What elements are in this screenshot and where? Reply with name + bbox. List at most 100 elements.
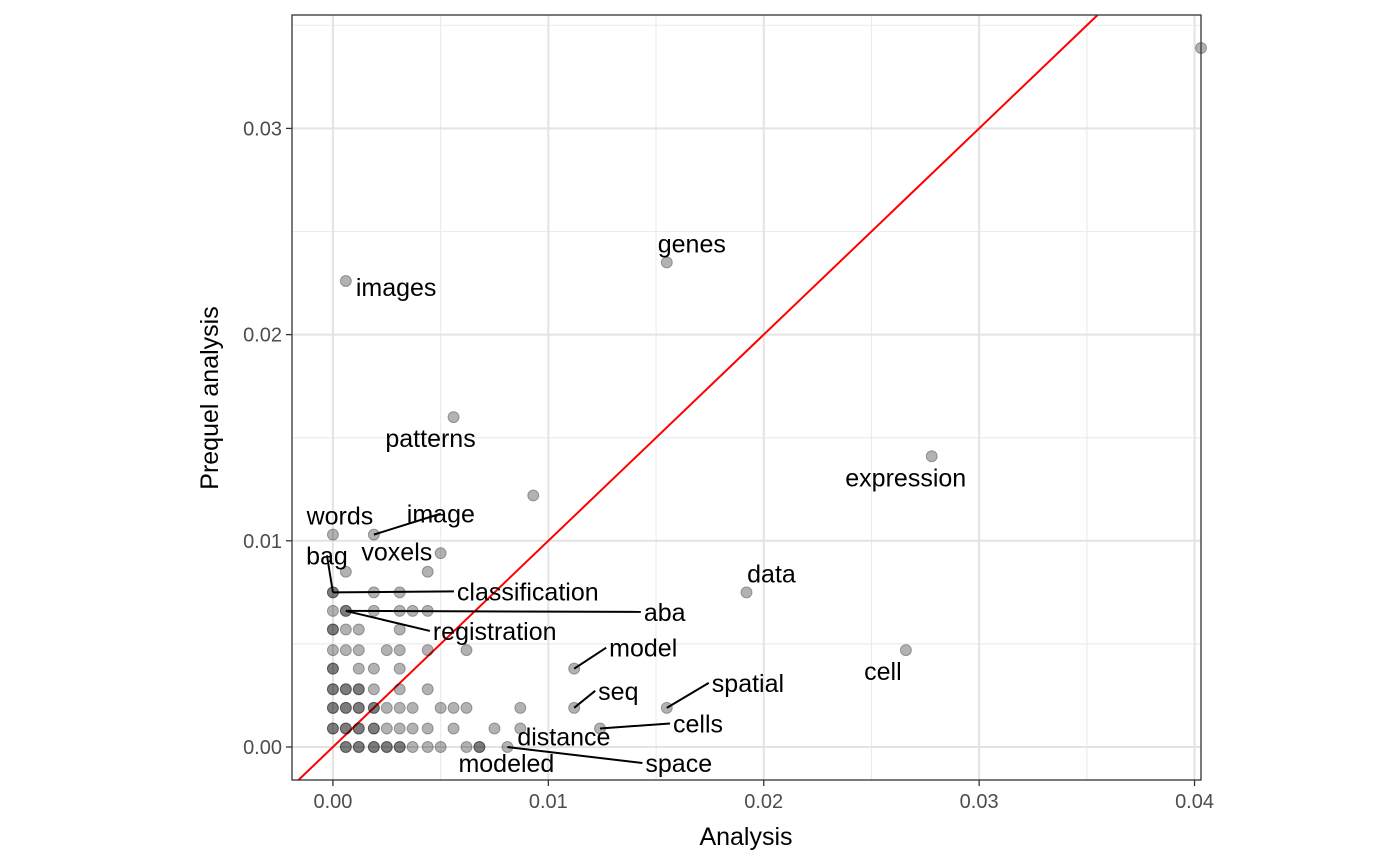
- x-tick-label: 0.02: [744, 791, 783, 813]
- label-leader-cells: [599, 722, 671, 730]
- label-leader-registration: [345, 609, 431, 632]
- data-point: [352, 644, 365, 657]
- point-labels: genes images patterns expression words image v…: [306, 230, 967, 778]
- label-leader-aba: [345, 609, 641, 613]
- point-label-cell: cell: [864, 658, 902, 686]
- data-point: [339, 701, 352, 714]
- label-leader-image: [373, 512, 442, 536]
- data-point: [421, 741, 434, 754]
- reference-line: [297, 14, 1099, 781]
- data-point: [326, 722, 339, 735]
- data-point: [352, 741, 365, 754]
- data-point: [326, 701, 339, 714]
- point-label-space: space: [645, 750, 712, 778]
- data-point: [514, 701, 527, 714]
- point-label-aba: aba: [644, 599, 686, 627]
- data-point: [352, 683, 365, 696]
- data-point: [447, 411, 460, 424]
- data-point: [393, 741, 406, 754]
- data-point: [339, 644, 352, 657]
- data-point: [421, 565, 434, 578]
- data-point: [367, 741, 380, 754]
- data-point: [460, 741, 473, 754]
- data-point: [352, 741, 365, 754]
- data-point: [339, 683, 352, 696]
- axes: 0.00 0.01 0.02 0.03 0.04 0.00 0.01 0.02 0.03: [243, 118, 1214, 813]
- data-point: [421, 683, 434, 696]
- data-point: [352, 662, 365, 675]
- data-point: [326, 644, 339, 657]
- data-point: [421, 644, 434, 657]
- point-label-seq: seq: [598, 678, 638, 706]
- plot-panel: [292, 15, 1201, 780]
- point-label-image: image: [407, 501, 475, 529]
- data-point: [434, 547, 447, 560]
- label-leader-model: [573, 646, 607, 670]
- point-label-cells: cells: [673, 710, 723, 738]
- data-point: [488, 722, 501, 735]
- data-point: [352, 701, 365, 714]
- data-point: [380, 741, 393, 754]
- x-tick-label: 0.00: [313, 791, 352, 813]
- data-point: [406, 722, 419, 735]
- data-point: [326, 662, 339, 675]
- label-leader-space: [507, 746, 643, 765]
- data-point: [326, 683, 339, 696]
- data-point: [460, 701, 473, 714]
- data-point: [339, 565, 352, 578]
- data-point: [393, 644, 406, 657]
- data-point: [352, 623, 365, 636]
- point-label-words: words: [306, 503, 374, 531]
- point-label-registration: registration: [433, 618, 557, 646]
- data-point: [352, 701, 365, 714]
- data-point: [660, 256, 673, 269]
- point-label-modeled: modeled: [458, 750, 554, 778]
- data-point: [339, 701, 352, 714]
- reference-line-layer: [297, 14, 1099, 781]
- point-label-expression: expression: [845, 464, 966, 492]
- data-point: [380, 644, 393, 657]
- label-leader-spatial: [666, 681, 710, 709]
- y-tick-label: 0.03: [243, 118, 282, 140]
- data-point: [326, 683, 339, 696]
- label-leader-lines: [325, 512, 710, 765]
- data-point: [393, 741, 406, 754]
- data-point: [740, 586, 753, 599]
- y-tick-label: 0.01: [243, 531, 282, 553]
- data-point: [367, 741, 380, 754]
- data-point: [339, 722, 352, 735]
- data-point: [367, 701, 380, 714]
- label-leader-seq: [573, 690, 596, 709]
- data-point: [434, 701, 447, 714]
- data-point: [352, 722, 365, 735]
- data-point: [326, 623, 339, 636]
- data-point: [339, 741, 352, 754]
- point-label-images: images: [356, 274, 437, 302]
- data-point: [925, 450, 938, 463]
- data-points: [326, 41, 1207, 754]
- data-point: [393, 683, 406, 696]
- data-point: [326, 528, 339, 541]
- data-point: [527, 489, 540, 502]
- point-label-bag: bag: [306, 542, 348, 570]
- data-point: [393, 662, 406, 675]
- x-tick-label: 0.03: [960, 791, 999, 813]
- data-point: [406, 701, 419, 714]
- x-axis-title: Analysis: [699, 823, 792, 851]
- y-tick-label: 0.02: [243, 325, 282, 347]
- data-point: [514, 722, 527, 735]
- data-point: [473, 741, 486, 754]
- point-label-distance: distance: [517, 723, 610, 751]
- point-label-model: model: [609, 635, 677, 663]
- y-axis-title: Prequel analysis: [196, 306, 224, 489]
- x-tick-label: 0.01: [529, 791, 568, 813]
- data-point: [447, 701, 460, 714]
- data-point: [326, 701, 339, 714]
- point-label-voxels: voxels: [361, 539, 432, 567]
- data-point: [367, 662, 380, 675]
- data-point: [367, 683, 380, 696]
- data-point: [899, 644, 912, 657]
- data-point: [326, 722, 339, 735]
- point-label-spatial: spatial: [712, 670, 784, 698]
